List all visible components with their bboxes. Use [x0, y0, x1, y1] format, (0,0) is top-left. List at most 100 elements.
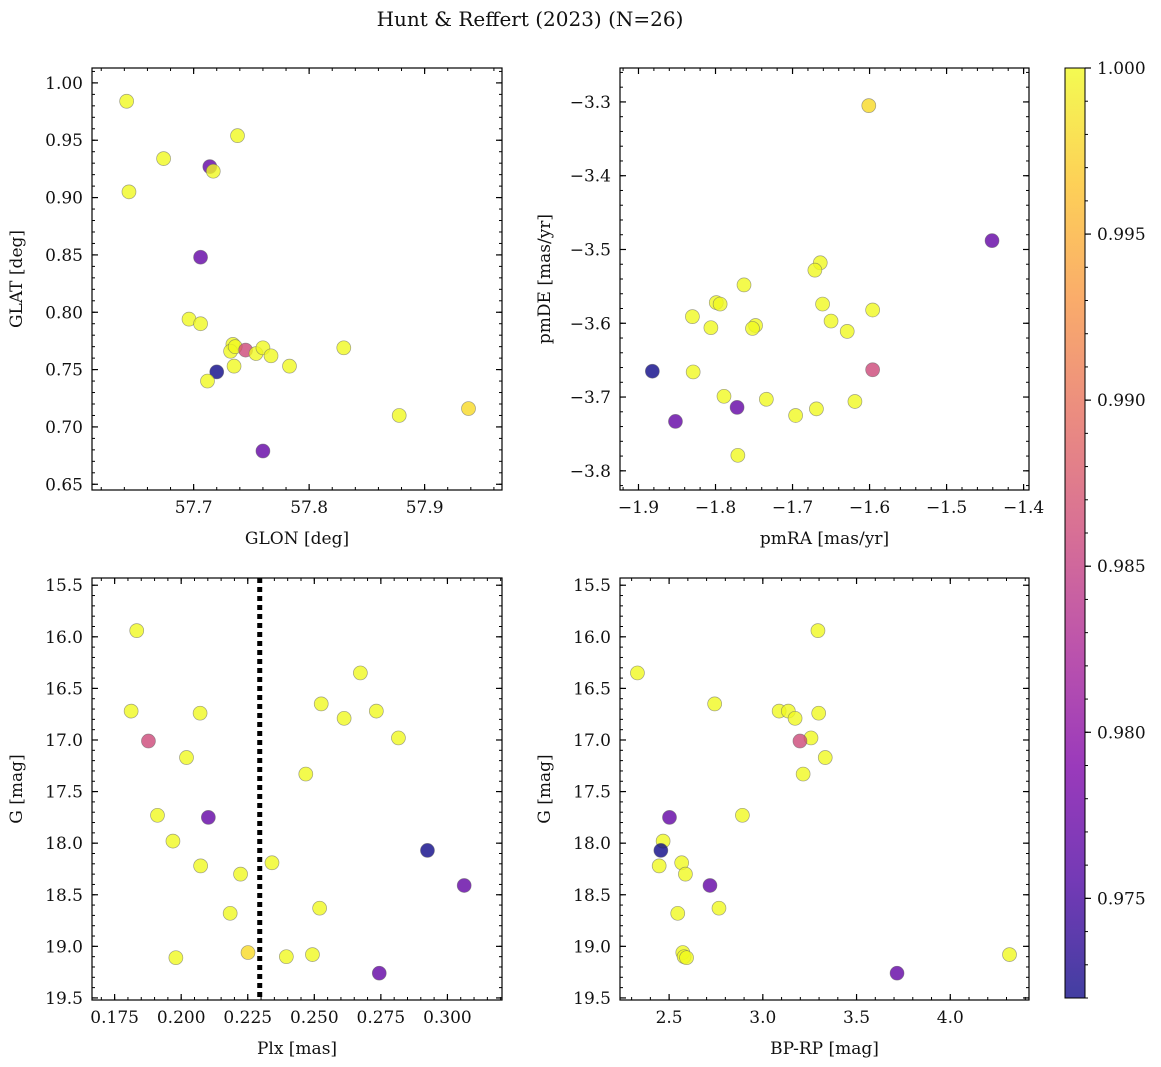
y-tick-label: 19.0 [45, 937, 83, 957]
scatter-point [279, 949, 294, 965]
scatter-point [193, 858, 208, 874]
plot-area [92, 68, 502, 490]
x-tick-label: 0.225 [223, 1008, 272, 1028]
x-axis-label: GLON [deg] [245, 529, 349, 549]
y-tick-label: 17.5 [573, 783, 611, 803]
y-tick-label: 0.80 [45, 303, 83, 323]
scatter-point [651, 858, 667, 874]
scatter-point [371, 965, 387, 981]
scatter-point [129, 623, 145, 638]
axes-frame [619, 577, 1030, 1001]
y-tick-label: 0.65 [45, 475, 83, 495]
scatter-point [150, 807, 165, 823]
x-tick-label: 57.9 [406, 498, 444, 518]
y-tick-label: 1.00 [45, 74, 83, 94]
scatter-point [865, 362, 880, 378]
y-tick-label: −3.3 [570, 93, 611, 113]
scatter-point [200, 810, 216, 825]
y-tick-label: 0.90 [45, 189, 83, 209]
y-tick-label: 0.70 [45, 418, 83, 438]
x-tick-label: 57.8 [290, 498, 328, 518]
scatter-point [263, 348, 279, 364]
y-tick-label: −3.8 [570, 462, 611, 482]
scatter-point [662, 810, 677, 825]
scatter-point [282, 358, 297, 374]
x-tick-label: −1.6 [849, 498, 890, 518]
x-tick-label: 0.250 [290, 1008, 339, 1028]
x-tick-label: −1.9 [618, 498, 659, 518]
colorbar-tick-label: 0.995 [1097, 225, 1146, 245]
y-tick-label: 15.5 [45, 576, 83, 596]
scatter-point [298, 766, 314, 782]
y-tick-label: 16.5 [573, 679, 611, 699]
y-tick-label: 16.5 [45, 679, 83, 699]
scatter-point [703, 320, 719, 336]
x-tick-label: −1.8 [695, 498, 736, 518]
scatter-point [745, 321, 760, 336]
scatter-point [865, 302, 880, 318]
x-tick-label: 57.7 [175, 498, 213, 518]
colorbar-tick-label: 0.975 [1097, 889, 1146, 909]
colorbar-tick-label: 0.980 [1097, 723, 1146, 743]
scatter-points [119, 93, 476, 459]
scatter-point [168, 950, 184, 966]
y-tick-label: 0.95 [45, 131, 83, 151]
scatter-point [305, 947, 320, 962]
panel-plx-g: 0.175 0.200 0.225 0.250 0.275 0.300 15.5 16.0 16… [7, 576, 503, 1059]
x-axis-label: BP-RP [mag] [770, 1039, 879, 1059]
scatter-point [179, 750, 194, 765]
scatter-point [809, 401, 824, 417]
x-axis-label: pmRA [mas/yr] [760, 529, 889, 549]
scatter-point [205, 163, 221, 179]
scatter-point [711, 900, 727, 916]
x-tick-label: 2.5 [656, 1008, 683, 1028]
scatter-points [123, 623, 472, 981]
plot-area [92, 578, 502, 1000]
scatter-point [815, 296, 830, 312]
y-tick-label: 0.85 [45, 246, 83, 266]
scatter-point [336, 710, 352, 726]
y-tick-label: −3.5 [570, 240, 611, 260]
colorbar-tick-label: 0.990 [1097, 391, 1146, 411]
y-tick-label: 15.5 [573, 576, 611, 596]
figure-title: Hunt & Reffert (2023) (N=26) [377, 7, 684, 31]
scatter-point [792, 733, 808, 749]
x-tick-label: −1.5 [926, 498, 967, 518]
x-tick-label: 3.0 [749, 1008, 776, 1028]
plot-area [620, 578, 1029, 1000]
axes-frame [91, 577, 503, 1001]
colorbar: 0.975 0.980 0.985 0.990 0.995 1.000 [1064, 59, 1146, 999]
scatter-point [461, 401, 476, 416]
scatter-point [707, 696, 723, 712]
scatter-point [368, 703, 384, 719]
scatter-point [222, 905, 238, 921]
y-axis-label: G [mag] [7, 754, 27, 823]
y-tick-label: −3.4 [570, 167, 611, 187]
scatter-point [984, 233, 1000, 248]
x-tick-label: −1.7 [772, 498, 813, 518]
scatter-point [240, 945, 256, 960]
scatter-point [391, 408, 407, 423]
y-tick-label: 19.5 [573, 989, 611, 1009]
x-tick-label: 3.5 [843, 1008, 870, 1028]
scatter-point [165, 833, 181, 849]
scatter-point [823, 313, 839, 329]
panel-bprp-g: 2.5 3.0 3.5 4.0 15.5 16.0 16.5 17.0 17.5 18.0 18.5… [535, 576, 1030, 1059]
scatter-point [353, 665, 368, 681]
scatter-point [193, 249, 208, 265]
y-tick-label: 19.0 [573, 937, 611, 957]
scatter-point [736, 277, 752, 293]
y-tick-label: 16.0 [45, 628, 83, 648]
scatter-point [156, 151, 171, 166]
x-tick-label: 0.300 [423, 1008, 472, 1028]
y-tick-label: −3.7 [570, 388, 611, 408]
panel-pmra-pmde: −1.9 −1.8 −1.7 −1.6 −1.5 −1.4 −3.8 −3.7 −3.6 −3.5… [535, 67, 1044, 549]
scatter-point [861, 98, 877, 113]
scatter-point [313, 696, 329, 712]
scatter-point [645, 363, 660, 379]
plot-area [620, 68, 1029, 490]
x-tick-label: 0.175 [90, 1008, 139, 1028]
x-axis-label: Plx [mas] [257, 1039, 337, 1059]
y-tick-label: 18.5 [45, 886, 83, 906]
scatter-points [630, 623, 1017, 981]
